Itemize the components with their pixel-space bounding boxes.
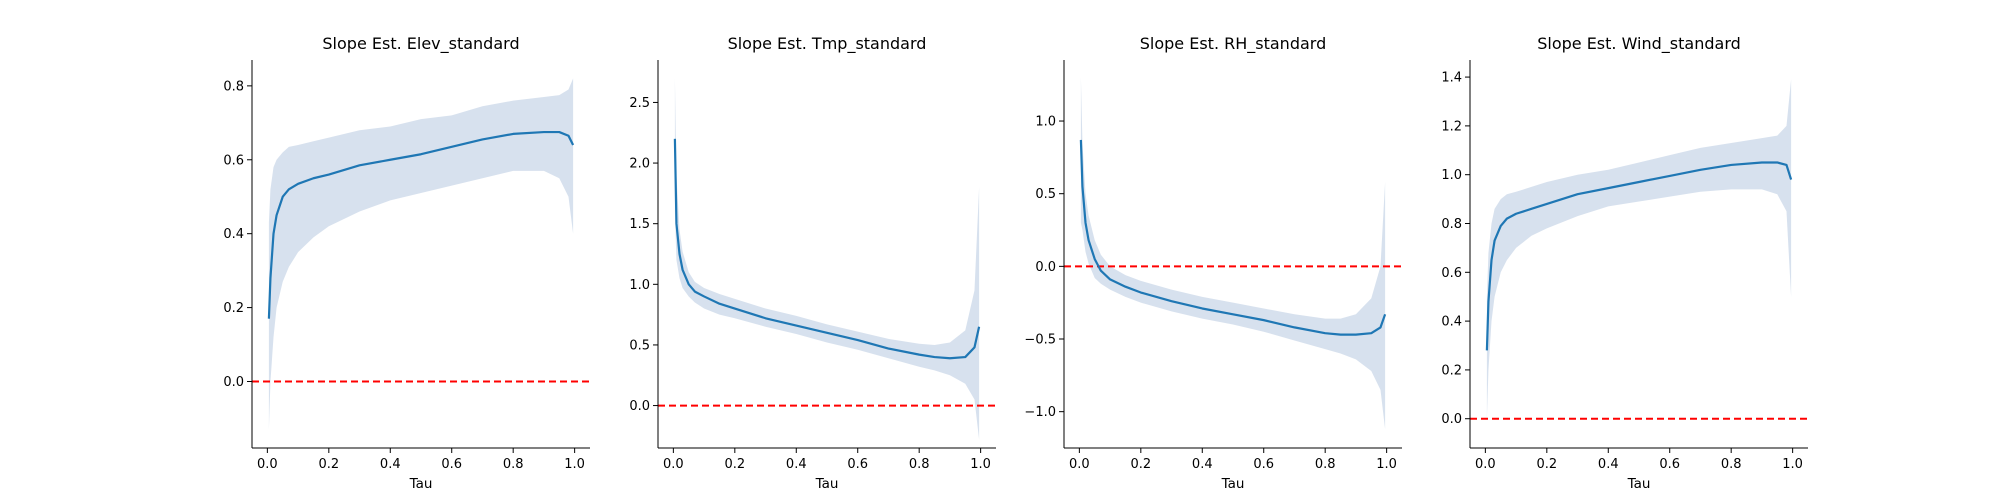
x-tick-label: 0.0 (1475, 457, 1496, 472)
y-tick-label: 0.0 (1441, 412, 1462, 427)
y-tick-label: 0.4 (1441, 315, 1462, 330)
y-tick-label: 0.8 (223, 79, 244, 94)
x-tick-label: 1.0 (970, 457, 991, 472)
estimate-line (1485, 161, 1793, 351)
chart-title: Slope Est. Tmp_standard (728, 34, 927, 54)
confidence-band (268, 78, 574, 430)
y-tick-label: 1.0 (1441, 168, 1462, 183)
x-tick-label: 0.0 (663, 457, 684, 472)
y-tick-label: 1.2 (1441, 119, 1462, 134)
y-tick-label: 2.5 (629, 96, 650, 111)
y-tick-label: 0.6 (1441, 266, 1462, 281)
y-tick-label: 0.4 (223, 227, 244, 242)
chart-title: Slope Est. Elev_standard (322, 34, 519, 54)
x-axis-label: Tau (409, 476, 433, 492)
x-tick-label: 0.4 (1598, 457, 1619, 472)
x-tick-label: 0.4 (380, 457, 401, 472)
x-tick-label: 0.2 (318, 457, 339, 472)
x-tick-label: 0.8 (1721, 457, 1742, 472)
chart-panel: 0.0 0.2 0.4 0.6 0.8 1.0 −1.0 −0.5 0.0 0.5 1.0 Slope… (1024, 34, 1402, 492)
estimate-line (267, 130, 575, 319)
chart-title: Slope Est. RH_standard (1140, 34, 1326, 54)
x-tick-label: 0.0 (1069, 457, 1090, 472)
y-tick-label: 0.5 (1035, 187, 1056, 202)
y-tick-label: 0.0 (629, 399, 650, 414)
x-axis-label: Tau (1627, 476, 1651, 492)
y-tick-label: 0.2 (223, 301, 244, 316)
x-tick-label: 1.0 (1376, 457, 1397, 472)
y-tick-label: 0.2 (1441, 363, 1462, 378)
y-tick-label: 0.5 (629, 338, 650, 353)
y-tick-label: 2.0 (629, 157, 650, 172)
confidence-band (1080, 77, 1386, 430)
x-tick-label: 0.6 (1253, 457, 1274, 472)
y-tick-label: 1.0 (1035, 115, 1056, 130)
confidence-band (674, 78, 980, 440)
x-tick-label: 0.2 (1130, 457, 1151, 472)
y-tick-label: 1.4 (1441, 71, 1462, 86)
chart-panels: 0.0 0.2 0.4 0.6 0.8 1.0 0.0 0.2 0.4 0.6 0.8 Slope E… (223, 34, 1808, 492)
x-tick-label: 0.4 (1192, 457, 1213, 472)
y-tick-label: −1.0 (1024, 405, 1056, 420)
x-tick-label: 0.4 (786, 457, 807, 472)
x-tick-label: 1.0 (1782, 457, 1803, 472)
y-tick-label: 1.0 (629, 278, 650, 293)
x-tick-label: 0.8 (909, 457, 930, 472)
x-tick-label: 1.0 (564, 457, 585, 472)
x-tick-label: 0.6 (1659, 457, 1680, 472)
chart-panel: 0.0 0.2 0.4 0.6 0.8 1.0 0.0 0.2 0.4 0.6 0.8 1.0 1.2 1… (1441, 34, 1808, 492)
y-tick-label: −0.5 (1024, 333, 1056, 348)
x-tick-label: 0.6 (847, 457, 868, 472)
x-tick-label: 0.8 (503, 457, 524, 472)
estimate-line (673, 138, 981, 360)
y-tick-label: 0.6 (223, 153, 244, 168)
y-tick-label: 0.0 (1035, 260, 1056, 275)
x-tick-label: 0.2 (1536, 457, 1557, 472)
y-tick-label: 0.8 (1441, 217, 1462, 232)
x-tick-label: 0.6 (441, 457, 462, 472)
confidence-band (1486, 79, 1792, 419)
x-tick-label: 0.8 (1315, 457, 1336, 472)
estimate-line (1079, 139, 1387, 336)
y-tick-label: 1.5 (629, 217, 650, 232)
x-tick-label: 0.2 (724, 457, 745, 472)
x-axis-label: Tau (815, 476, 839, 492)
x-axis-label: Tau (1221, 476, 1245, 492)
x-tick-label: 0.0 (257, 457, 278, 472)
y-tick-label: 0.0 (223, 375, 244, 390)
chart-panel: 0.0 0.2 0.4 0.6 0.8 1.0 0.0 0.5 1.0 1.5 2.0 2.5 Slop… (629, 34, 996, 492)
chart-panel: 0.0 0.2 0.4 0.6 0.8 1.0 0.0 0.2 0.4 0.6 0.8 Slope E… (223, 34, 590, 492)
chart-title: Slope Est. Wind_standard (1537, 34, 1741, 54)
